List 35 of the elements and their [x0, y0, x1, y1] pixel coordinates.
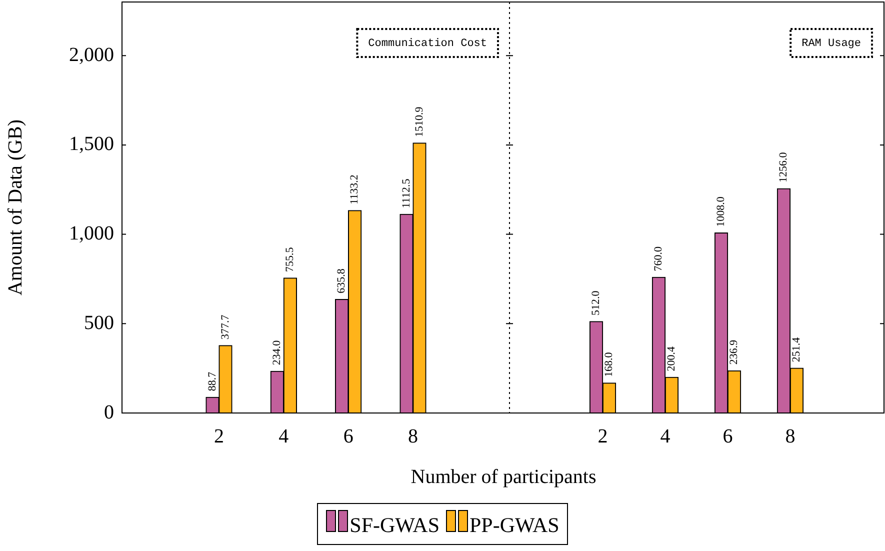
- data-label: 168.0: [603, 352, 616, 377]
- data-label: 760.0: [652, 246, 665, 272]
- data-label: 512.0: [590, 290, 602, 316]
- x-tick-label: 8: [408, 425, 418, 448]
- x-tick-label: 2: [214, 425, 224, 448]
- annotation: RAM Usage: [802, 38, 862, 50]
- data-label: 251.4: [790, 336, 803, 362]
- data-label: 234.0: [271, 340, 284, 366]
- data-label: 1256.0: [778, 152, 790, 183]
- data-label: 200.4: [666, 346, 678, 372]
- data-label: 377.7: [219, 314, 232, 340]
- data-label: 236.9: [728, 339, 740, 365]
- data-label: 1133.2: [348, 174, 361, 204]
- data-label: 1112.5: [400, 178, 412, 208]
- data-label: 635.8: [336, 268, 348, 294]
- annotation: Communication Cost: [368, 38, 488, 50]
- x-tick-label: 6: [343, 425, 354, 448]
- x-axis-title: Number of participants: [410, 466, 598, 489]
- legend-label: SF-GWAS: [348, 512, 440, 538]
- y-tick-label: 2,000: [69, 44, 114, 66]
- y-axis-title: Amount of Data (GB): [4, 119, 26, 296]
- data-label: 88.7: [206, 371, 218, 392]
- x-tick-label: 8: [785, 425, 796, 448]
- y-tick-label: 0: [104, 401, 114, 424]
- data-label: 755.5: [284, 246, 296, 272]
- data-label: 1510.9: [413, 106, 426, 138]
- x-tick-label: 6: [722, 425, 733, 448]
- x-tick-label: 4: [660, 425, 670, 448]
- legend-label: PP-GWAS: [468, 512, 560, 538]
- y-tick-label: 500: [84, 312, 114, 334]
- data-label: 1008.0: [715, 196, 728, 227]
- x-tick-label: 4: [278, 425, 289, 448]
- x-tick-label: 2: [598, 425, 608, 448]
- y-tick-label: 1,500: [69, 133, 114, 156]
- y-tick-label: 1,000: [69, 222, 114, 245]
